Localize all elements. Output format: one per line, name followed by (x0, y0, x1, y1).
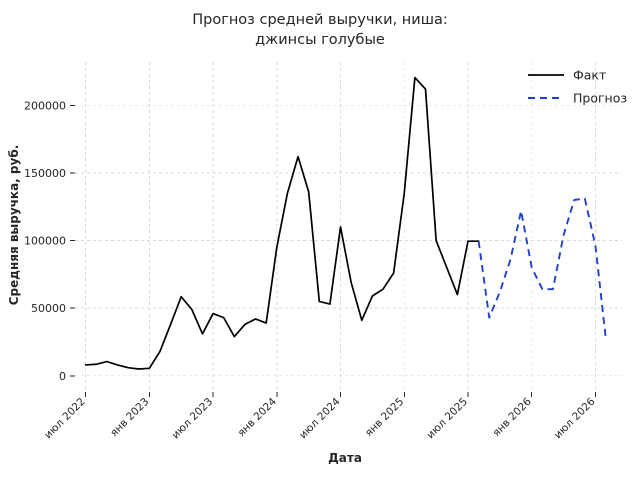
series-line-forecast (477, 197, 608, 341)
chart-title: Прогноз средней выручки, ниша: джинсы гол… (0, 10, 640, 50)
x-tick-label: июл 2024 (297, 395, 343, 441)
y-tick-label: 0 (59, 370, 66, 383)
x-tick-label: янв 2023 (108, 396, 151, 439)
y-tick-label: 150000 (24, 167, 66, 180)
x-axis-ticks: июл 2022 янв 2023 июл 2023 янв 2024 июл 2024… (42, 392, 598, 441)
y-tick-label: 50000 (31, 302, 66, 315)
legend-label: Прогноз (573, 91, 627, 106)
x-tick-label: июл 2025 (425, 396, 471, 442)
x-tick-label: июл 2022 (42, 396, 88, 442)
x-tick-label: июл 2023 (170, 396, 216, 442)
legend-label: Факт (573, 68, 606, 83)
x-tick-label: янв 2025 (363, 396, 406, 439)
y-gridlines (75, 104, 622, 377)
y-tick-label: 200000 (24, 99, 66, 112)
chart-title-line-1: Прогноз средней выручки, ниша: (192, 12, 448, 28)
series-line-fact (84, 76, 480, 370)
x-tick-label: янв 2024 (235, 395, 279, 439)
x-axis-title: Дата (328, 451, 362, 465)
x-tick-label: июл 2026 (552, 395, 598, 441)
chart-title-line-2: джинсы голубые (255, 32, 385, 48)
y-axis-title: Средняя выручка, руб. (7, 145, 21, 306)
chart-legend: Факт Прогноз (528, 68, 627, 106)
y-tick-label: 100000 (24, 235, 66, 248)
y-axis-ticks: 0 50000 100000 150000 200000 (24, 99, 75, 383)
data-series-layer (84, 76, 608, 370)
x-tick-label: янв 2026 (490, 395, 534, 439)
x-gridlines (85, 62, 596, 392)
